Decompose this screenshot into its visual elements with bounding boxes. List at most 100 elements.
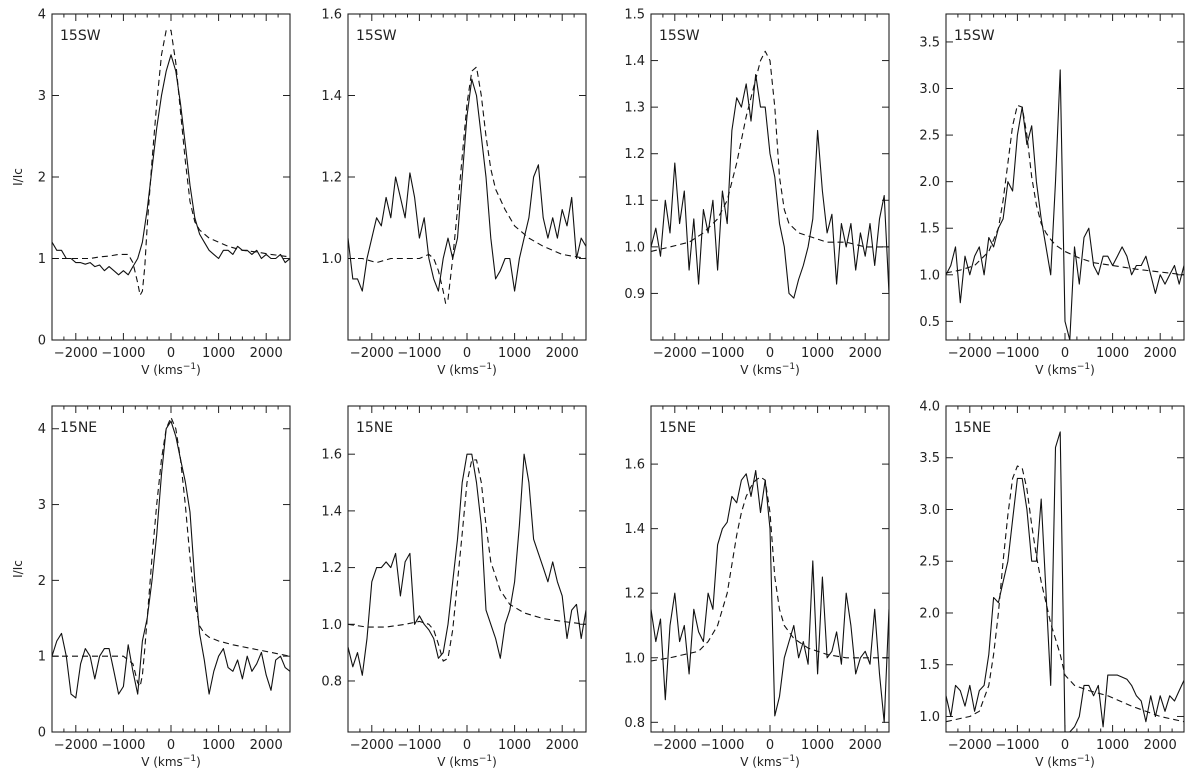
model-fit-dashed-line: [651, 50, 889, 253]
x-tick-label: 1000: [1096, 738, 1129, 753]
observed-spectrum-line: [946, 431, 1184, 732]
x-tick-label: 0: [167, 738, 175, 753]
plot-frame: [51, 405, 291, 733]
x-tick-label: 1000: [801, 346, 834, 361]
model-fit-dashed-line: [348, 66, 586, 304]
y-tick-label: 1.2: [624, 587, 645, 602]
x-tick-label: 1000: [498, 346, 531, 361]
x-tick-label: −1000: [397, 346, 441, 361]
x-axis-title-base: V (kms: [141, 755, 183, 769]
y-tick-label: 2: [38, 171, 46, 186]
observed-spectrum-line: [348, 453, 586, 676]
y-tick-label: 1.2: [321, 171, 342, 186]
x-axis-title: V (kms−1): [437, 754, 497, 769]
x-tick-label: 1000: [498, 738, 531, 753]
y-tick-label: 1.6: [624, 458, 645, 473]
y-tick-label: 1.6: [321, 8, 342, 23]
model-fit-dashed-line: [52, 29, 290, 296]
x-tick-label: −1000: [700, 346, 744, 361]
x-tick-label: 2000: [250, 738, 283, 753]
panel-label: 15NE: [659, 420, 696, 436]
y-tick-label: 1.3: [624, 101, 645, 116]
spectrum-panel: −2000 −1000 0 1000 2000 0.8 1.0 1.2 1.4 1.6 V (kms…: [624, 405, 890, 769]
x-axis-title-base: V (kms: [1035, 755, 1077, 769]
x-axis-title: V (kms−1): [141, 362, 201, 377]
y-tick-label: 0: [38, 334, 46, 349]
model-fit-dashed-line: [946, 465, 1184, 723]
x-tick-label: 2000: [250, 346, 283, 361]
y-tick-label: 0: [38, 726, 46, 741]
x-tick-label: 0: [766, 738, 774, 753]
y-tick-label: 0.8: [624, 716, 645, 731]
y-tick-label: 1.0: [624, 240, 645, 255]
x-tick-label: −2000: [54, 738, 98, 753]
x-axis-title-base: V (kms: [740, 363, 782, 377]
x-axis-title-base: V (kms: [437, 363, 479, 377]
y-tick-label: 1.4: [624, 522, 645, 537]
panel-label: 15NE: [356, 420, 393, 436]
y-tick-label: 2.0: [919, 606, 940, 621]
observed-spectrum-line: [946, 69, 1184, 340]
model-fit-dashed-line: [348, 459, 586, 662]
y-tick-label: 0.8: [321, 674, 342, 689]
y-tick-label: 2: [38, 574, 46, 589]
x-tick-label: 2000: [849, 346, 882, 361]
x-tick-label: 0: [463, 346, 471, 361]
x-tick-label: −2000: [350, 346, 394, 361]
x-tick-label: 0: [766, 346, 774, 361]
x-axis-title: V (kms−1): [740, 362, 800, 377]
spectrum-panel: −2000 −1000 0 1000 2000 0 1 2 3 4 I/Ic V (kms−1) 15N…: [11, 405, 291, 769]
x-axis-title-sup: −1: [183, 754, 196, 764]
model-fit-dashed-line: [946, 104, 1184, 276]
y-tick-label: 1.4: [624, 54, 645, 69]
y-tick-label: 0.9: [624, 287, 645, 302]
spectrum-panel: −2000 −1000 0 1000 2000 0 1 2 3 4 I/Ic V (kms−1) 15S…: [11, 8, 291, 377]
x-axis-title-close: ): [1090, 363, 1095, 377]
x-axis-title-base: V (kms: [437, 755, 479, 769]
observed-spectrum-line: [52, 54, 290, 276]
spectrum-panel: −2000 −1000 0 1000 2000 1.0 1.5 2.0 2.5 3.0 3.5 4.0…: [919, 400, 1185, 769]
x-tick-label: −2000: [350, 738, 394, 753]
x-axis-title-sup: −1: [183, 362, 196, 372]
observed-spectrum-line: [651, 470, 889, 723]
x-axis-title-base: V (kms: [1035, 363, 1077, 377]
y-tick-label: 3: [38, 498, 46, 513]
y-tick-label: 4: [38, 8, 46, 23]
y-tick-label: 0.5: [919, 315, 940, 330]
x-axis-title: V (kms−1): [141, 754, 201, 769]
x-axis-title-close: ): [1090, 755, 1095, 769]
panel-label: 15NE: [954, 420, 991, 436]
x-tick-label: −1000: [995, 738, 1039, 753]
x-axis-title-sup: −1: [782, 754, 795, 764]
y-tick-label: 1.5: [919, 222, 940, 237]
spectrum-panel: −2000 −1000 0 1000 2000 0.8 1.0 1.2 1.4 1.6 V (kms…: [321, 405, 587, 769]
y-tick-label: 4.0: [919, 400, 940, 415]
x-tick-label: 1000: [801, 738, 834, 753]
x-axis-title-close: ): [196, 363, 201, 377]
y-axis-title: I/Ic: [11, 560, 25, 578]
y-tick-label: 1.0: [321, 252, 342, 267]
y-tick-label: 1.0: [321, 618, 342, 633]
x-tick-label: 0: [167, 346, 175, 361]
y-tick-label: 1.0: [919, 268, 940, 283]
spectrum-panel: −2000 −1000 0 1000 2000 0.5 1.0 1.5 2.0 2.5 3.0 3.5…: [919, 13, 1185, 377]
x-tick-label: −2000: [54, 346, 98, 361]
x-tick-label: −1000: [700, 738, 744, 753]
x-tick-label: 0: [1061, 738, 1069, 753]
x-axis-title-close: ): [795, 755, 800, 769]
x-axis-title: V (kms−1): [740, 754, 800, 769]
y-tick-label: 1.4: [321, 89, 342, 104]
y-tick-label: 3: [38, 89, 46, 104]
x-axis-title-close: ): [196, 755, 201, 769]
x-tick-label: −2000: [948, 738, 992, 753]
y-tick-label: 1.0: [624, 651, 645, 666]
panel-label: 15SW: [356, 28, 397, 44]
plot-frame: [650, 405, 890, 733]
x-axis-title-close: ): [795, 363, 800, 377]
x-tick-label: −2000: [653, 346, 697, 361]
model-fit-dashed-line: [651, 476, 889, 662]
y-tick-label: 1.4: [321, 504, 342, 519]
x-axis-title-base: V (kms: [740, 755, 782, 769]
x-axis-title-sup: −1: [479, 362, 492, 372]
x-tick-label: 2000: [1144, 346, 1177, 361]
